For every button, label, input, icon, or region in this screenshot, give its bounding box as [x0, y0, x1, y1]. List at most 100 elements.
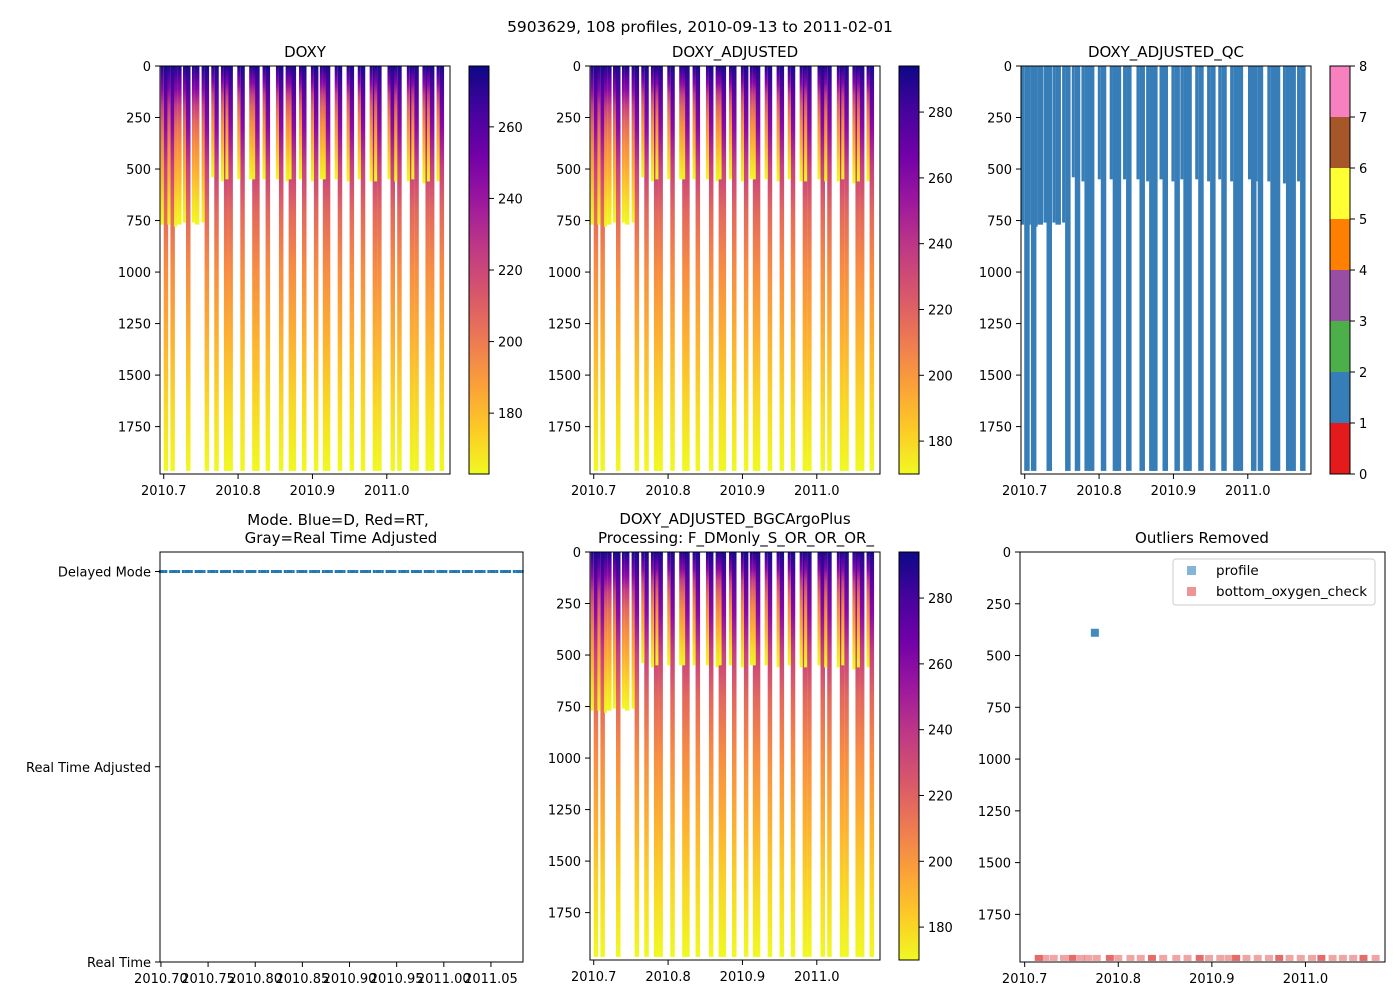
bottom-oxygen-check-marker: [1242, 954, 1251, 961]
profile-column: [708, 552, 714, 957]
profile-column: [1237, 66, 1244, 471]
x-tick-label: 2010.9: [290, 484, 336, 499]
colorbar-segment: [1330, 219, 1350, 270]
profile-column: [624, 66, 630, 225]
profile-column: [807, 552, 812, 957]
y-tick-label: 0: [1004, 60, 1012, 75]
delayed-mode-marker: [436, 570, 439, 574]
y-tick-label: 500: [987, 163, 1012, 178]
profile-column: [1257, 66, 1264, 471]
profile-column: [223, 66, 229, 471]
legend-label-profile: profile: [1216, 563, 1259, 579]
delayed-mode-marker: [400, 570, 407, 574]
y-tick-label: 1000: [548, 752, 581, 767]
bottom-oxygen-check-marker: [1092, 954, 1101, 961]
profile-surface-segment: [631, 66, 635, 223]
profile-column: [732, 66, 737, 471]
delayed-mode-marker: [222, 570, 229, 574]
delayed-mode-marker: [500, 570, 503, 574]
x-tick-label: 2010.8: [215, 484, 261, 499]
colorbar-tick-label: 8: [1359, 60, 1367, 75]
y-tick-label: Delayed Mode: [58, 566, 151, 581]
colorbar-segment: [1330, 423, 1350, 474]
profile-surface-segment: [1034, 66, 1038, 227]
profile-surface-segment: [597, 552, 601, 711]
profile-surface-segment: [824, 66, 828, 182]
delayed-mode-marker: [362, 570, 369, 574]
profile-surface-segment: [650, 66, 654, 182]
bottom-oxygen-check-marker: [1253, 954, 1262, 961]
profile-column: [779, 552, 785, 957]
delayed-mode-marker: [194, 570, 198, 574]
profile-surface-segment: [705, 66, 709, 180]
y-tick-label: 1250: [548, 804, 581, 819]
delayed-mode-marker: [260, 570, 267, 574]
panel-title: DOXY_ADJUSTED: [672, 43, 798, 62]
profile-column: [1174, 66, 1180, 471]
profile-column: [186, 66, 191, 471]
delayed-mode-marker: [470, 570, 473, 574]
profile-surface-segment: [1146, 66, 1150, 182]
delayed-mode-marker: [245, 570, 248, 574]
colorbar-segment: [1330, 168, 1350, 219]
legend: profile bottom_oxygen_check: [1172, 558, 1376, 606]
profile-surface-segment: [679, 66, 683, 180]
profile-surface-segment: [705, 552, 709, 666]
profile-column: [682, 552, 687, 957]
delayed-mode-marker: [444, 570, 448, 574]
profile-column: [1274, 66, 1281, 471]
profile-surface-segment: [275, 66, 279, 180]
profile-surface-segment: [655, 552, 659, 666]
profile-surface-segment: [597, 66, 601, 225]
y-tick-label: 1500: [548, 369, 581, 384]
profile-column: [869, 552, 875, 957]
profile-column: [1198, 66, 1204, 471]
profile-surface-segment: [1207, 66, 1211, 182]
delayed-mode-marker: [304, 570, 308, 574]
colorbar-tick-label: 260: [928, 172, 953, 187]
y-tick-label: 750: [126, 215, 151, 230]
profile-surface-segment: [787, 66, 791, 180]
profile-column: [743, 66, 749, 471]
colorbar-tick-label: 240: [928, 724, 953, 739]
profile-column: [1270, 66, 1276, 471]
profile-column: [844, 66, 849, 471]
profile-surface-segment: [1071, 66, 1075, 178]
profile-column: [1139, 66, 1145, 471]
x-tick-label: 2011.0: [794, 484, 840, 499]
profile-column: [377, 66, 382, 471]
profile-surface-segment: [799, 552, 803, 668]
colorbar-tick-label: 5: [1359, 213, 1367, 228]
profile-surface-segment: [841, 552, 845, 666]
colorbar-tick-label: 0: [1359, 468, 1367, 483]
delayed-mode-marker: [317, 570, 321, 574]
profile-surface-segment: [299, 66, 303, 180]
profile-column: [670, 66, 675, 471]
profile-column: [859, 66, 865, 471]
delayed-mode-marker: [512, 570, 516, 574]
profile-surface-segment: [394, 66, 398, 182]
profile-column: [255, 66, 260, 471]
delayed-mode-marker: [464, 570, 471, 574]
delayed-mode-marker: [311, 570, 318, 574]
profile-column: [439, 66, 445, 471]
delayed-mode-marker: [438, 570, 445, 574]
profile-surface-segment: [740, 552, 744, 668]
profile-column: [790, 552, 796, 957]
profile-column: [855, 552, 860, 957]
axes-frame: [589, 551, 881, 961]
profile-surface-segment: [1062, 66, 1066, 223]
profile-column: [685, 552, 690, 957]
profile-surface-segment: [749, 66, 753, 180]
x-tick-label: 2010.8: [645, 970, 691, 985]
colorbar-tick-label: 180: [928, 435, 953, 450]
profile-surface-segment: [718, 552, 722, 666]
profile-surface-segment: [852, 66, 856, 184]
profile-column: [425, 66, 430, 471]
y-tick-label: 750: [556, 215, 581, 230]
profile-surface-segment: [174, 66, 178, 227]
delayed-mode-marker: [309, 570, 312, 574]
profile-column: [1300, 66, 1306, 471]
profile-column: [869, 66, 875, 471]
